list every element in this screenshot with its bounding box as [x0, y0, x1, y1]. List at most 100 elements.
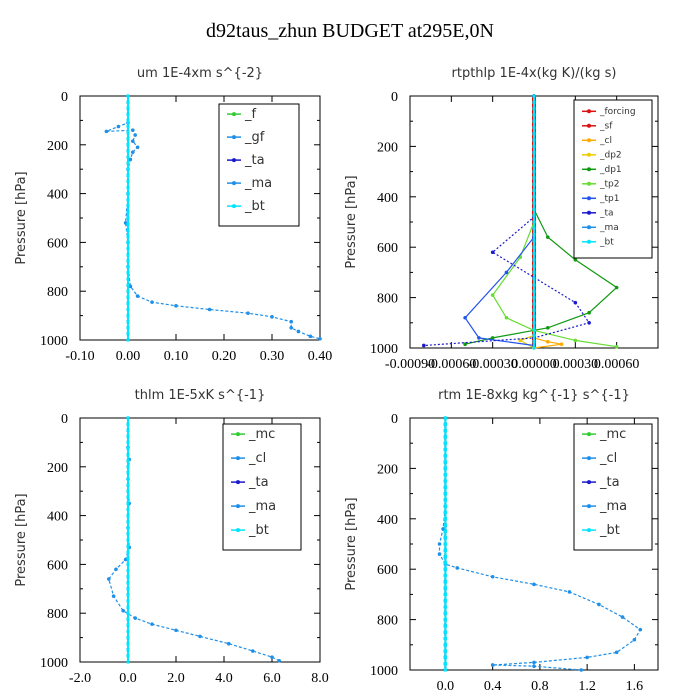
series-marker [126, 520, 130, 524]
series-marker [532, 163, 536, 167]
figure-title: d92taus_zhun BUDGET at295E,0N [206, 20, 494, 42]
series-marker [289, 319, 294, 324]
series-marker [443, 662, 447, 666]
series-marker [126, 192, 130, 196]
series-marker [116, 124, 121, 129]
series-marker [532, 277, 536, 281]
y-tick-label: 1000 [370, 342, 398, 357]
legend-marker [587, 210, 591, 215]
series-marker [126, 222, 130, 226]
series-marker [443, 416, 447, 420]
series-marker [126, 94, 130, 98]
legend-marker [232, 135, 236, 140]
series-marker [126, 477, 130, 481]
series-marker [463, 342, 467, 347]
series-marker [126, 173, 130, 177]
series-marker [126, 149, 130, 153]
series-marker [126, 428, 130, 432]
series-marker [532, 189, 536, 192]
series-cl-line [438, 418, 642, 671]
y-tick-label: 0 [61, 412, 68, 427]
series-marker [443, 548, 447, 552]
series-marker [198, 634, 202, 639]
series-marker [246, 311, 250, 315]
series-marker [126, 228, 130, 232]
series-marker [532, 346, 536, 350]
series-marker [443, 422, 447, 426]
series-marker [126, 137, 130, 141]
series-marker [126, 630, 130, 633]
y-tick-label: 800 [47, 285, 68, 300]
series-marker [532, 258, 536, 262]
series-marker [126, 581, 130, 585]
series-marker [632, 637, 637, 642]
x-tick-label: 1.2 [578, 679, 596, 694]
panel-title: rtm 1E-8xkg kg^{-1} s^{-1} [438, 388, 630, 403]
series-marker [532, 201, 536, 205]
y-tick-label: 600 [47, 236, 68, 251]
legend-marker [236, 480, 240, 485]
legend-marker [587, 456, 591, 461]
legend-entry: _f [244, 107, 257, 122]
series-marker [443, 542, 447, 546]
panel-1: um 1E-4xm s^{-2} Pressure [hPa] 0 200 400 600… [14, 66, 332, 364]
legend-entry: _ma [599, 499, 627, 514]
series-tp1-line [464, 96, 535, 347]
legend-entry: _bt [599, 523, 620, 538]
series-marker [126, 501, 130, 505]
legend-entry: _cl [599, 136, 612, 146]
y-tick-label: 0 [391, 412, 398, 427]
y-tick-label: 600 [47, 558, 68, 573]
legend-marker [236, 504, 240, 509]
series-marker [126, 338, 130, 342]
series-marker [443, 599, 447, 603]
series-marker [308, 334, 313, 339]
series-marker [270, 655, 274, 659]
legend-entry: _mc [248, 427, 275, 442]
y-axis-label: Pressure [hPa] [14, 493, 29, 586]
series-marker [443, 611, 447, 615]
series-marker [443, 504, 447, 508]
series-marker [126, 550, 130, 554]
series-marker [443, 592, 447, 596]
series-marker [126, 320, 130, 324]
series-marker [126, 544, 130, 548]
legend-entry: _bt [599, 238, 614, 248]
legend-entry: _cl [599, 451, 617, 466]
series-marker [270, 315, 274, 319]
series-marker [126, 495, 130, 499]
series-marker [131, 139, 135, 143]
x-tick-label: 0.4 [484, 679, 502, 694]
legend-marker [587, 123, 591, 128]
series-marker [126, 259, 130, 263]
legend-marker [587, 167, 591, 172]
legend-entry: _sf [599, 122, 613, 132]
legend-marker [587, 225, 591, 230]
y-tick-label: 400 [47, 188, 68, 203]
series-marker [126, 611, 130, 615]
series-marker [126, 447, 130, 450]
legend-marker [587, 109, 591, 114]
y-tick-label: 200 [377, 140, 398, 155]
series-marker [126, 422, 130, 426]
series-marker [443, 529, 447, 533]
series-marker [573, 258, 578, 262]
series-marker [126, 106, 130, 110]
series-marker [126, 143, 130, 147]
series-marker [443, 460, 447, 464]
x-tick-label: 0.0 [437, 679, 455, 694]
series-marker [126, 605, 130, 609]
series-marker [126, 210, 130, 214]
legend-box [222, 423, 302, 551]
series-marker [126, 654, 130, 658]
legend-marker [236, 528, 240, 533]
y-tick-label: 600 [377, 563, 398, 578]
series-dp2-line [518, 96, 535, 349]
series-marker [126, 161, 130, 165]
legend-marker [236, 456, 240, 461]
series-marker [490, 663, 495, 667]
series-marker [532, 333, 536, 337]
series-marker [174, 628, 178, 633]
series-marker [532, 207, 536, 211]
series-marker [128, 157, 133, 162]
